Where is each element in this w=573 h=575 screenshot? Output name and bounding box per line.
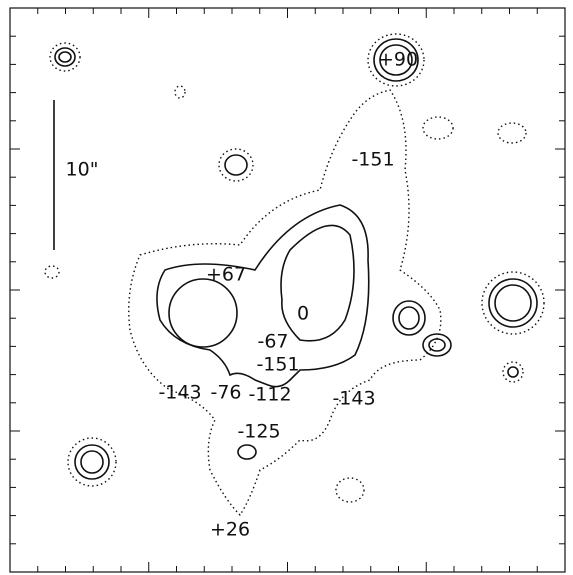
velocity-label: +90 xyxy=(378,49,418,71)
velocity-label: -143 xyxy=(332,388,375,410)
velocity-label: -151 xyxy=(351,149,394,171)
velocity-label: +67 xyxy=(206,264,246,286)
velocity-label: -151 xyxy=(256,354,299,376)
velocity-label: -112 xyxy=(248,384,291,406)
ticks xyxy=(10,8,565,572)
frame xyxy=(9,7,566,573)
velocity-label: +26 xyxy=(210,519,250,541)
labels: 10" +90-151+670-67-151-143 -76 -112 -143-12… xyxy=(66,49,419,541)
scale-label: 10" xyxy=(66,159,99,181)
velocity-label: -143 xyxy=(158,382,201,404)
velocity-label: -125 xyxy=(237,421,280,443)
velocity-label: 0 xyxy=(297,303,309,325)
contours xyxy=(44,33,545,517)
velocity-label: -76 xyxy=(210,382,241,404)
velocity-label: -67 xyxy=(257,331,288,353)
